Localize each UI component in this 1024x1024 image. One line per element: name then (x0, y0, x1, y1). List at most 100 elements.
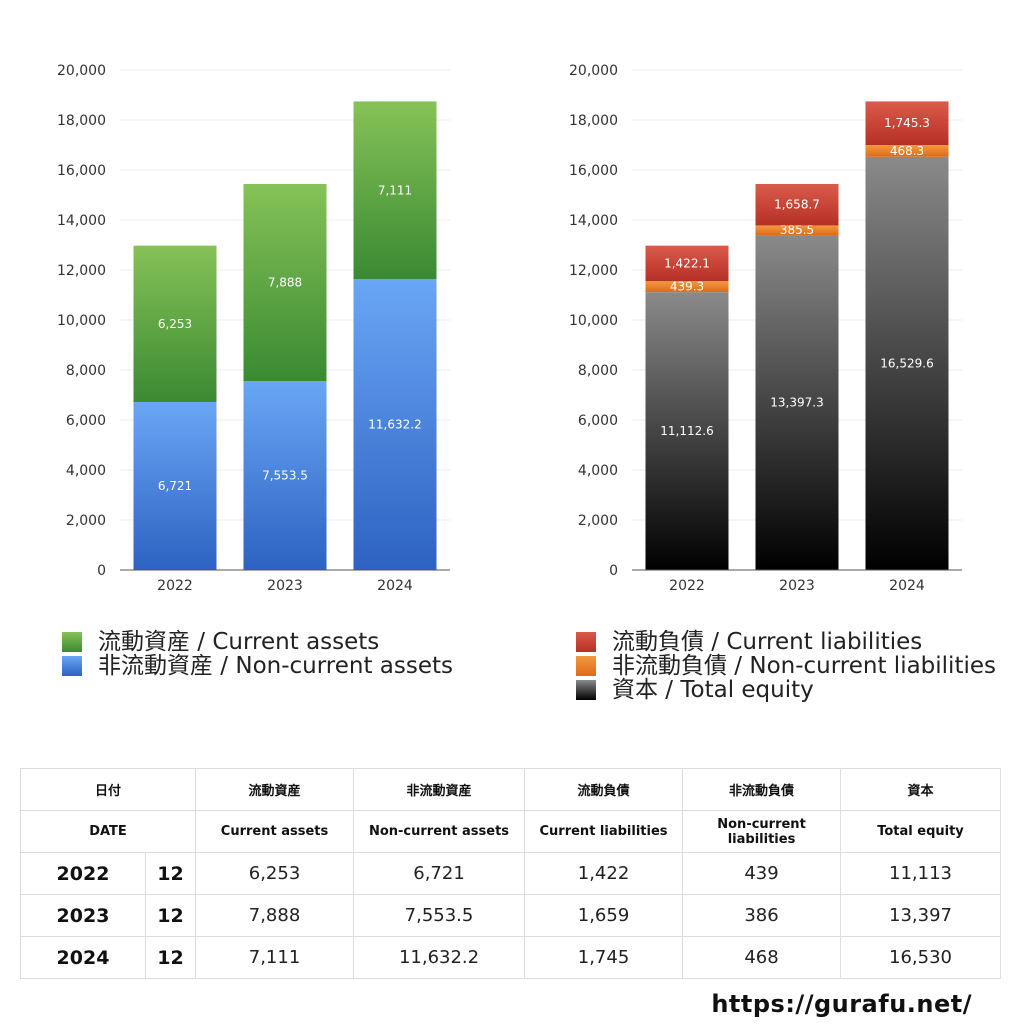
cell-total-equity: 11,113 (840, 852, 1002, 895)
bar-segment (755, 225, 839, 236)
legend-label: 非流動負債 / Non-current liabilities (612, 653, 996, 679)
legend-item-noncurrent-liabilities: 非流動負債 / Non-current liabilities (576, 654, 996, 678)
data-label: 7,111 (378, 183, 412, 197)
bar-segment (865, 156, 949, 570)
bar-segment (755, 183, 839, 226)
cell-noncurrent-liabilities: 439 (682, 852, 842, 895)
y-tick-label: 2,000 (66, 513, 106, 529)
data-label: 7,553.5 (262, 469, 308, 483)
legend-label: 流動資産 / Current assets (98, 629, 380, 655)
y-tick-label: 0 (609, 563, 618, 579)
row-month: 12 (144, 936, 197, 979)
header-noncurrent-assets-jp: 非流動資産 (353, 768, 526, 811)
row-year: 2022 (20, 852, 146, 895)
bar-segment (243, 381, 327, 570)
row-year: 2024 (20, 936, 146, 979)
header-current-liabilities-jp: 流動負債 (524, 768, 684, 811)
bar-segment (645, 281, 729, 293)
legend-label: 非流動資産 / Non-current assets (98, 653, 454, 679)
y-tick-label: 4,000 (66, 463, 106, 479)
legend-item-noncurrent-assets: 非流動資産 / Non-current assets (62, 654, 453, 678)
bar-segment (243, 183, 327, 382)
header-current-liabilities-en: Current liabilities (524, 810, 684, 853)
liabilities-legend: 流動負債 / Current liabilities 非流動負債 / Non-c… (576, 630, 996, 702)
legend-label: 流動負債 / Current liabilities (612, 629, 923, 655)
header-noncurrent-assets-en: Non-current assets (353, 810, 526, 853)
assets-legend: 流動資産 / Current assets 非流動資産 / Non-curren… (62, 630, 453, 678)
data-label: 16,529.6 (880, 356, 933, 370)
x-tick-label: 2022 (157, 578, 193, 594)
y-tick-label: 6,000 (66, 413, 106, 429)
table-row: 2024 12 7,111 11,632.2 1,745 468 16,530 (20, 936, 1002, 979)
data-label: 439.3 (670, 280, 704, 294)
legend-swatch-current-assets (62, 632, 82, 652)
bar-segment (645, 245, 729, 282)
row-month: 12 (144, 852, 197, 895)
header-noncurrent-liabilities-en: Non-current liabilities (682, 810, 842, 853)
y-tick-label: 6,000 (578, 413, 618, 429)
y-tick-label: 10,000 (569, 313, 618, 329)
legend-swatch-total-equity (576, 680, 596, 700)
row-year: 2023 (20, 894, 146, 937)
site-url-link[interactable]: https://gurafu.net/ (711, 990, 972, 1018)
data-label: 1,422.1 (664, 256, 710, 270)
cell-noncurrent-assets: 6,721 (353, 852, 526, 895)
legend-label: 資本 / Total equity (612, 677, 814, 703)
y-tick-label: 8,000 (66, 363, 106, 379)
assets-chart: 0 2,000 4,000 6,000 8,000 10,000 12,000 14,000 1… (57, 63, 450, 594)
bar-segment (865, 101, 949, 146)
header-total-equity-jp: 資本 (840, 768, 1002, 811)
table-row: 2023 12 7,888 7,553.5 1,659 386 13,397 (20, 894, 1002, 937)
bar-segment (755, 235, 839, 570)
data-label: 11,112.6 (660, 424, 713, 438)
bar-segment (645, 292, 729, 570)
cell-noncurrent-assets: 7,553.5 (353, 894, 526, 937)
table-header-row-en: DATE Current assets Non-current assets C… (19, 810, 1002, 853)
data-label: 11,632.2 (368, 418, 421, 432)
y-tick-label: 4,000 (578, 463, 618, 479)
y-tick-label: 20,000 (57, 63, 106, 79)
data-label: 13,397.3 (770, 396, 823, 410)
legend-item-current-liabilities: 流動負債 / Current liabilities (576, 630, 996, 654)
table-row: 2022 12 6,253 6,721 1,422 439 11,113 (20, 852, 1002, 895)
x-tick-label: 2023 (779, 578, 815, 594)
bar-segment (353, 101, 437, 280)
y-tick-label: 8,000 (578, 363, 618, 379)
x-tick-label: 2024 (889, 578, 925, 594)
bar-segment (133, 401, 217, 570)
legend-swatch-noncurrent-liabilities (576, 656, 596, 676)
x-tick-label: 2024 (377, 578, 413, 594)
y-tick-label: 18,000 (569, 113, 618, 129)
header-noncurrent-liabilities-jp: 非流動負債 (682, 768, 842, 811)
y-tick-label: 18,000 (57, 113, 106, 129)
cell-noncurrent-assets: 11,632.2 (353, 936, 526, 979)
cell-current-assets: 7,888 (195, 894, 355, 937)
data-label: 7,888 (268, 276, 302, 290)
legend-swatch-current-liabilities (576, 632, 596, 652)
financial-table: 日付 流動資産 非流動資産 流動負債 非流動負債 資本 DATE Current… (19, 768, 1002, 979)
y-tick-label: 12,000 (57, 263, 106, 279)
header-current-assets-jp: 流動資産 (195, 768, 355, 811)
data-label: 385.5 (780, 223, 814, 237)
data-label: 1,745.3 (884, 116, 930, 130)
data-label: 6,721 (158, 479, 192, 493)
y-tick-label: 14,000 (57, 213, 106, 229)
bar-segment (865, 145, 949, 157)
cell-current-liabilities: 1,422 (524, 852, 684, 895)
legend-item-total-equity: 資本 / Total equity (576, 678, 996, 702)
liabilities-equity-chart: 0 2,000 4,000 6,000 8,000 10,000 12,000 14,000 1… (569, 63, 962, 594)
cell-noncurrent-liabilities: 468 (682, 936, 842, 979)
y-tick-label: 14,000 (569, 213, 618, 229)
bar-segment (353, 279, 437, 570)
header-current-assets-en: Current assets (195, 810, 355, 853)
legend-swatch-noncurrent-assets (62, 656, 82, 676)
table-header-row-jp: 日付 流動資産 非流動資産 流動負債 非流動負債 資本 (19, 768, 1002, 811)
x-tick-label: 2022 (669, 578, 705, 594)
data-label: 6,253 (158, 317, 192, 331)
cell-total-equity: 16,530 (840, 936, 1002, 979)
y-tick-label: 16,000 (569, 163, 618, 179)
header-total-equity-en: Total equity (840, 810, 1002, 853)
cell-current-liabilities: 1,745 (524, 936, 684, 979)
x-tick-label: 2023 (267, 578, 303, 594)
bar-segment (133, 245, 217, 402)
